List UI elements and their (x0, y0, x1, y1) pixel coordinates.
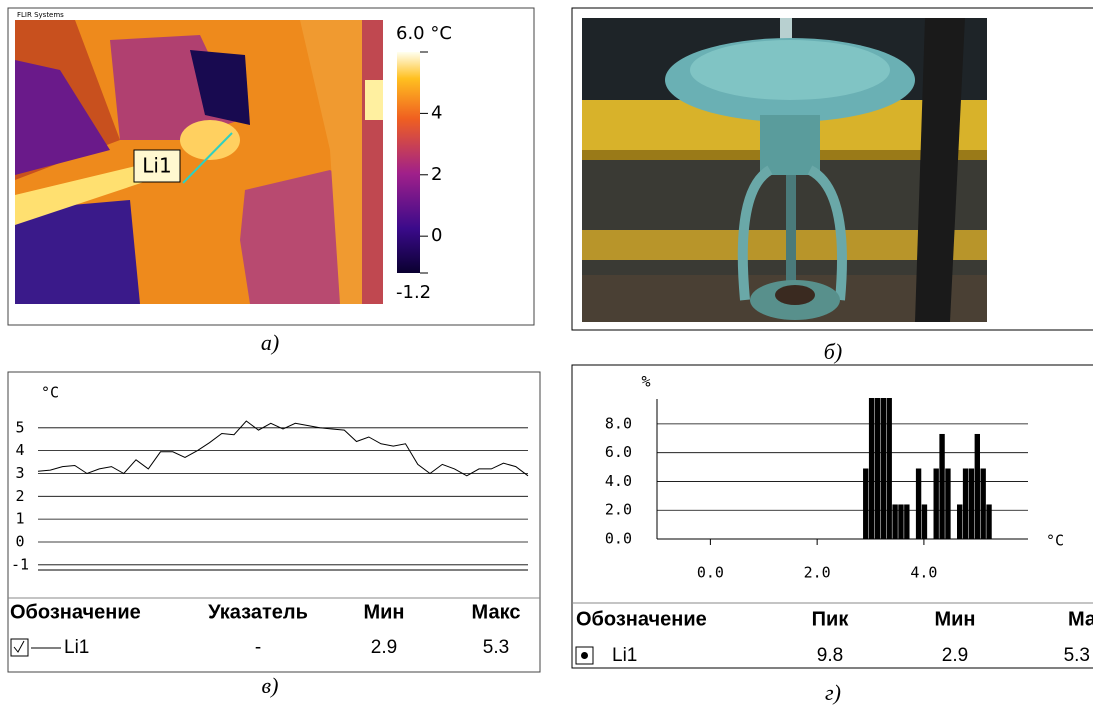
table-cell: Li1 (64, 637, 89, 658)
y-tick-label: 4 (15, 441, 24, 459)
bar (921, 504, 928, 539)
bar (898, 504, 904, 539)
photo (582, 18, 987, 322)
bar (933, 468, 939, 539)
bar (904, 504, 910, 539)
colorbar-label: -1.2 (396, 282, 431, 303)
bar (974, 433, 980, 539)
y-axis-label: % (641, 373, 650, 391)
checkbox[interactable] (10, 638, 29, 657)
y-tick-label: 4.0 (605, 472, 632, 490)
table-cell: Li1 (612, 645, 637, 666)
table-cell: 2.9 (942, 645, 968, 666)
colorbar-label: 6.0 °C (396, 23, 452, 44)
y-tick-label: 0 (15, 532, 24, 550)
table-header: Мин (363, 601, 404, 623)
y-tick-label: 2 (15, 487, 24, 505)
colorbar-label: 2 (431, 164, 442, 185)
bar (939, 433, 945, 539)
bar (957, 504, 963, 539)
thermal-image (15, 20, 383, 304)
y-tick-label: 8.0 (605, 414, 632, 432)
data-line (37, 420, 529, 477)
table-cell: - (255, 637, 261, 658)
legend-dot (581, 652, 588, 659)
bar (962, 468, 969, 539)
y-axis-label: °C (41, 384, 59, 402)
bar (980, 468, 986, 539)
caption: б) (824, 339, 842, 364)
annotation-box (133, 149, 181, 183)
x-tick-label: 4.0 (910, 564, 937, 582)
y-tick-label: 1 (15, 510, 24, 528)
panel-frame (7, 7, 535, 326)
y-tick-label: 0.0 (605, 530, 632, 548)
bar (886, 398, 892, 539)
table-cell: 5.3 (483, 637, 509, 658)
bar (868, 398, 875, 539)
bar (874, 398, 881, 539)
check (13, 640, 25, 653)
table-cell: 5.3 (1064, 645, 1090, 666)
bar (968, 468, 975, 539)
panel-frame (571, 364, 1093, 669)
panel-frame (7, 371, 541, 673)
y-tick-label: 2.0 (605, 501, 632, 519)
table-header: Пик (812, 608, 850, 630)
annotation: Li1 (142, 154, 171, 178)
x-tick-label: 0.0 (697, 564, 724, 582)
table-header: Обозначение (10, 601, 141, 623)
legend-box[interactable] (575, 646, 594, 665)
caption: г) (825, 680, 841, 705)
logo: FLIR Systems (17, 11, 64, 19)
table-header: Макс (1068, 608, 1093, 630)
bar (863, 468, 869, 539)
bar (986, 504, 992, 539)
colorbar (397, 52, 420, 273)
y-tick-label: 3 (15, 464, 24, 482)
measure-line (182, 132, 233, 184)
colorbar-label: 4 (431, 102, 442, 123)
y-tick-label: -1 (11, 555, 29, 573)
table-header: Обозначение (576, 608, 707, 630)
caption: а) (261, 330, 279, 355)
x-axis-label: °C (1046, 532, 1064, 550)
table-cell: 2.9 (371, 637, 397, 658)
table-header: Макс (472, 601, 521, 623)
table-header: Мин (934, 608, 975, 630)
y-tick-label: 5 (15, 418, 24, 436)
table-cell: 9.8 (817, 645, 843, 666)
panel-frame (571, 7, 1093, 331)
bar (945, 468, 951, 539)
colorbar-label: 0 (431, 225, 442, 246)
bar (892, 504, 898, 539)
caption: в) (262, 673, 279, 698)
y-tick-label: 6.0 (605, 443, 632, 461)
bar (880, 398, 887, 539)
table-header: Указатель (208, 601, 308, 623)
bar (915, 468, 922, 539)
x-tick-label: 2.0 (804, 564, 831, 582)
